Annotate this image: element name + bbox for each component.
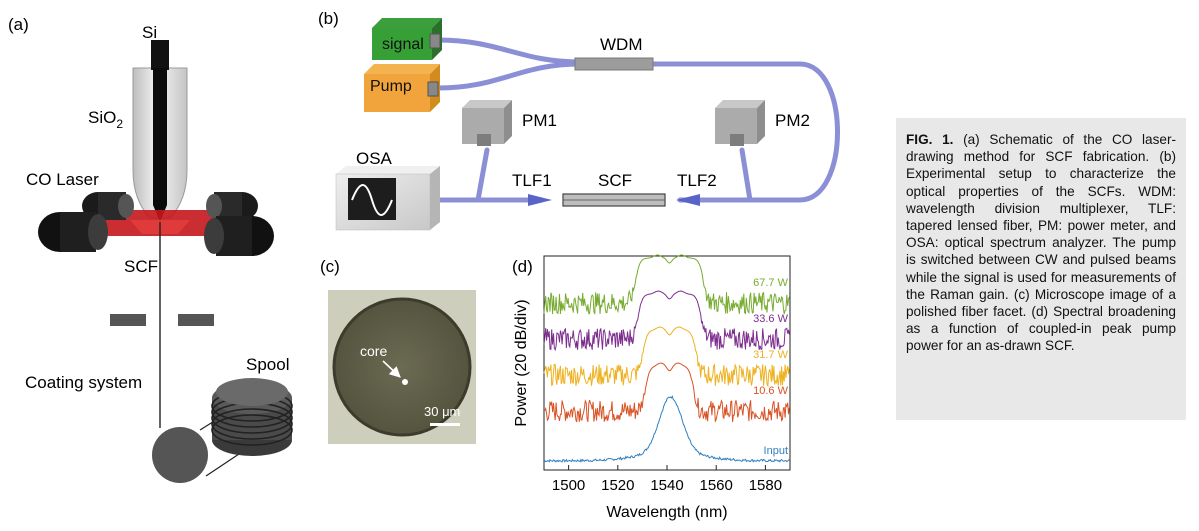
pump-laser-box: Pump (364, 64, 440, 112)
sio2-label: SiO2 (88, 108, 123, 131)
scale-bar (430, 423, 460, 426)
x-axis-ticks: 1500 1520 1540 1560 1580 (552, 465, 782, 494)
spectrum-line (543, 290, 790, 352)
signal-fiber (435, 37, 583, 65)
panel-d: (d) 1500 1520 1540 1560 1580 Input 10.6 W 31.7… (512, 254, 791, 521)
coating-block-right (178, 314, 214, 326)
power-labels: Input 10.6 W 31.7 W 33.6 W 67.7 W (753, 277, 788, 457)
si-label: Si (142, 23, 157, 42)
signal-laser-box: signal (372, 18, 442, 60)
panel-b-tag: (b) (318, 9, 339, 28)
osa-screen-wave (351, 184, 393, 216)
panel-c-tag: (c) (320, 257, 340, 276)
pm1-box (462, 100, 512, 146)
x-tick-label: 1560 (700, 477, 733, 494)
tlf1-taper (528, 194, 552, 206)
series-label: 10.6 W (753, 385, 788, 397)
core-arrow (382, 360, 401, 378)
figure-caption: FIG. 1. (a) Schematic of the CO laser-dr… (896, 118, 1186, 420)
panel-a-tag: (a) (8, 15, 29, 34)
coating-system-label: Coating system (25, 373, 142, 392)
scale-label: 30 μm (424, 404, 460, 419)
fiber-facet (332, 297, 472, 437)
spool (211, 378, 293, 456)
panel-c: (c) core 30 μm (320, 257, 476, 444)
caption-text: (a) Schematic of the CO laser-drawing me… (906, 132, 1176, 354)
series-label: 67.7 W (753, 277, 788, 289)
series-label: Input (764, 445, 788, 457)
spectrum-line (544, 362, 790, 423)
wdm-label: WDM (600, 35, 642, 54)
si-core (153, 68, 167, 222)
co-laser-label: CO Laser (26, 170, 99, 189)
osa-box (335, 166, 440, 231)
co-laser-head-left-front (38, 212, 108, 252)
pulley-wheel (152, 427, 208, 483)
spectrum-line (543, 254, 790, 316)
pm1-fiber (475, 147, 490, 203)
scf-label-b: SCF (598, 171, 632, 190)
x-tick-label: 1540 (650, 477, 683, 494)
caption-label: FIG. 1. (906, 132, 954, 147)
spool-label: Spool (246, 355, 289, 374)
x-tick-label: 1580 (749, 477, 782, 494)
fiber-core-dot (402, 379, 408, 385)
spectra (543, 254, 790, 463)
pm1-label: PM1 (522, 111, 557, 130)
series-label: 31.7 W (753, 349, 788, 361)
spectrum-line (543, 395, 790, 463)
core-label: core (360, 343, 387, 359)
co-laser-head-right-front (204, 216, 274, 256)
wdm-coupler (574, 57, 654, 71)
tlf1-label: TLF1 (512, 171, 552, 190)
wdm-output-fiber (647, 61, 840, 203)
panel-d-tag: (d) (512, 257, 533, 276)
pm2-label: PM2 (775, 111, 810, 130)
series-label: 33.6 W (753, 313, 788, 325)
pm2-box (715, 100, 765, 146)
spectrum-line (543, 326, 790, 388)
panel-b: (b) signal Pump WDM (318, 9, 840, 231)
panel-a: (a) Si SiO2 CO Laser SCF Spool Coating s… (8, 15, 293, 483)
x-tick-label: 1520 (601, 477, 634, 494)
x-tick-label: 1500 (552, 477, 585, 494)
x-axis-label: Wavelength (nm) (606, 504, 727, 521)
si-core-rod (151, 40, 169, 70)
fiber-paths (429, 37, 840, 203)
pm2-fiber (739, 147, 753, 203)
pump-fiber (435, 61, 583, 91)
signal-label: signal (382, 36, 424, 53)
co-laser-head-right-back (206, 192, 258, 220)
tlf2-label: TLF2 (677, 171, 717, 190)
osa-label: OSA (356, 149, 393, 168)
pump-label: Pump (370, 78, 412, 95)
coating-block-left (110, 314, 146, 326)
tlf2-taper (676, 194, 700, 206)
scf-label-a: SCF (124, 257, 158, 276)
y-axis-label: Power (20 dB/div) (513, 299, 530, 426)
co-laser-head-left-back (82, 192, 134, 220)
